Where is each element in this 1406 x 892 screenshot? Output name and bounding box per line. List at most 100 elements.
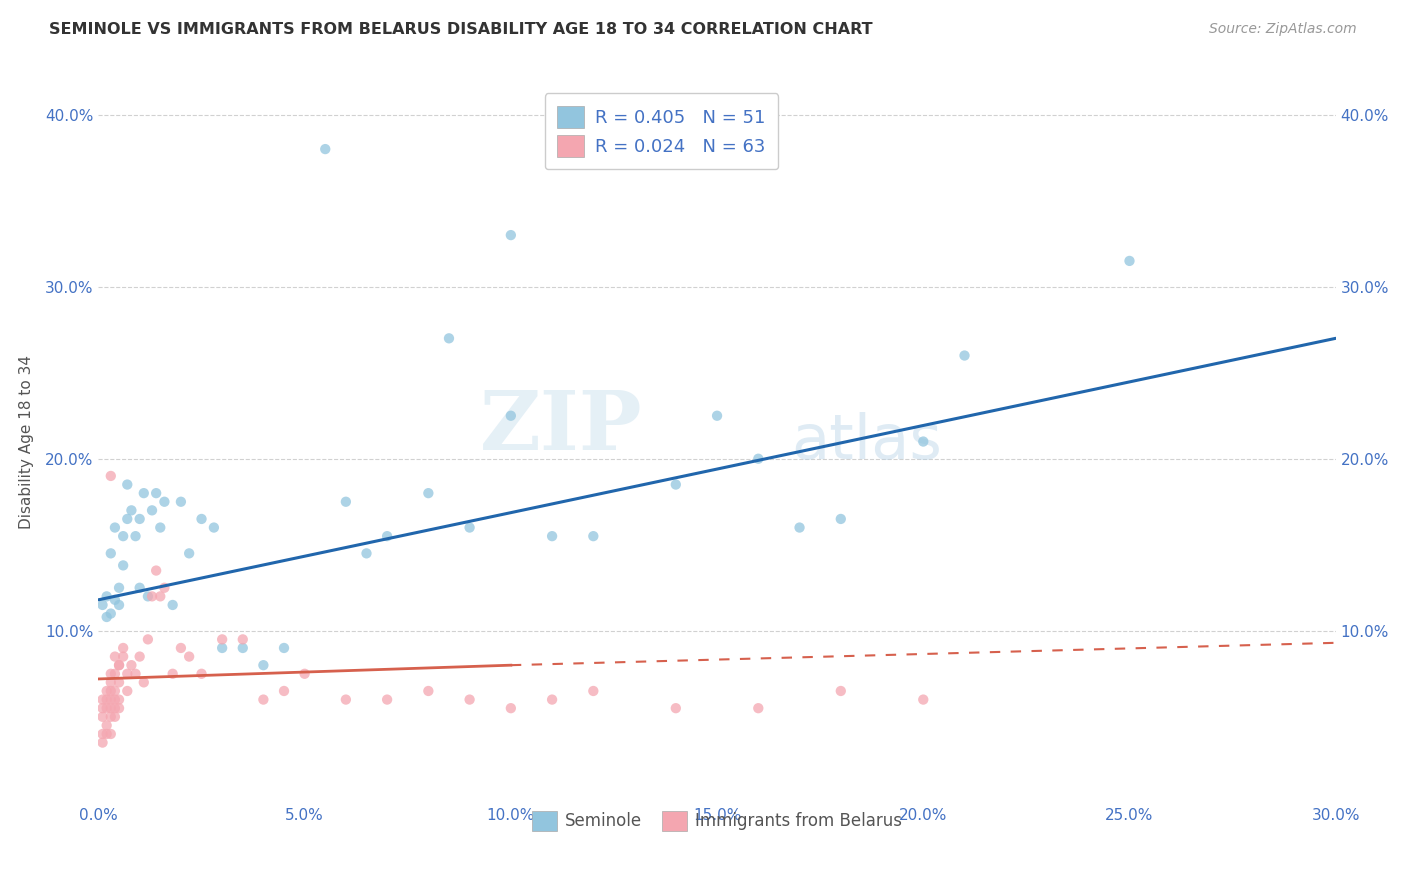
Point [232,632,254,647]
Point [108,692,131,706]
Point [100,469,122,483]
Point [96,718,118,732]
Text: atlas: atlas [792,411,942,472]
Point [132,486,155,500]
Point [91,727,114,741]
Point [132,675,155,690]
Point [136,590,159,604]
Point [499,409,522,423]
Point [912,434,935,449]
Point [252,692,274,706]
Point [112,558,135,573]
Point [128,649,150,664]
Point [145,486,167,500]
Point [375,529,398,543]
Point [96,727,118,741]
Point [104,649,127,664]
Point [100,692,122,706]
Point [100,546,122,560]
Point [104,592,127,607]
Point [96,692,118,706]
Point [582,529,605,543]
Point [96,701,118,715]
Point [830,512,852,526]
Point [356,546,378,560]
Point [789,520,811,534]
Point [141,503,163,517]
Point [190,512,212,526]
Point [96,610,118,624]
Point [149,590,172,604]
Point [100,710,122,724]
Point [706,409,728,423]
Point [153,581,176,595]
Point [96,684,118,698]
Text: SEMINOLE VS IMMIGRANTS FROM BELARUS DISABILITY AGE 18 TO 34 CORRELATION CHART: SEMINOLE VS IMMIGRANTS FROM BELARUS DISA… [49,22,873,37]
Point [830,684,852,698]
Point [100,701,122,715]
Point [104,710,127,724]
Point [100,666,122,681]
Point [108,598,131,612]
Point [211,632,233,647]
Point [112,529,135,543]
Point [582,684,605,698]
Point [108,658,131,673]
Point [437,331,460,345]
Point [120,503,142,517]
Point [747,701,769,715]
Point [100,607,122,621]
Point [499,701,522,715]
Point [162,598,184,612]
Point [117,666,139,681]
Point [108,658,131,673]
Point [179,546,201,560]
Y-axis label: Disability Age 18 to 34: Disability Age 18 to 34 [18,354,34,529]
Point [108,675,131,690]
Point [100,684,122,698]
Point [136,632,159,647]
Point [104,684,127,698]
Point [141,590,163,604]
Point [202,520,225,534]
Point [665,477,688,491]
Point [162,666,184,681]
Point [100,675,122,690]
Point [418,684,440,698]
Point [100,727,122,741]
Point [108,701,131,715]
Point [458,692,481,706]
Point [117,512,139,526]
Point [375,692,398,706]
Point [153,494,176,508]
Point [170,494,193,508]
Text: ZIP: ZIP [481,387,643,467]
Point [91,735,114,749]
Point [120,658,142,673]
Point [252,658,274,673]
Point [418,486,440,500]
Point [335,494,357,508]
Point [232,640,254,655]
Point [104,520,127,534]
Point [747,451,769,466]
Point [273,684,295,698]
Point [117,684,139,698]
Point [912,692,935,706]
Point [170,640,193,655]
Point [211,640,233,655]
Point [108,581,131,595]
Point [294,666,316,681]
Point [91,692,114,706]
Point [112,649,135,664]
Point [104,701,127,715]
Point [145,564,167,578]
Legend: Seminole, Immigrants from Belarus: Seminole, Immigrants from Belarus [524,805,910,838]
Point [190,666,212,681]
Point [665,701,688,715]
Point [91,701,114,715]
Point [179,649,201,664]
Text: Source: ZipAtlas.com: Source: ZipAtlas.com [1209,22,1357,37]
Point [335,692,357,706]
Point [104,692,127,706]
